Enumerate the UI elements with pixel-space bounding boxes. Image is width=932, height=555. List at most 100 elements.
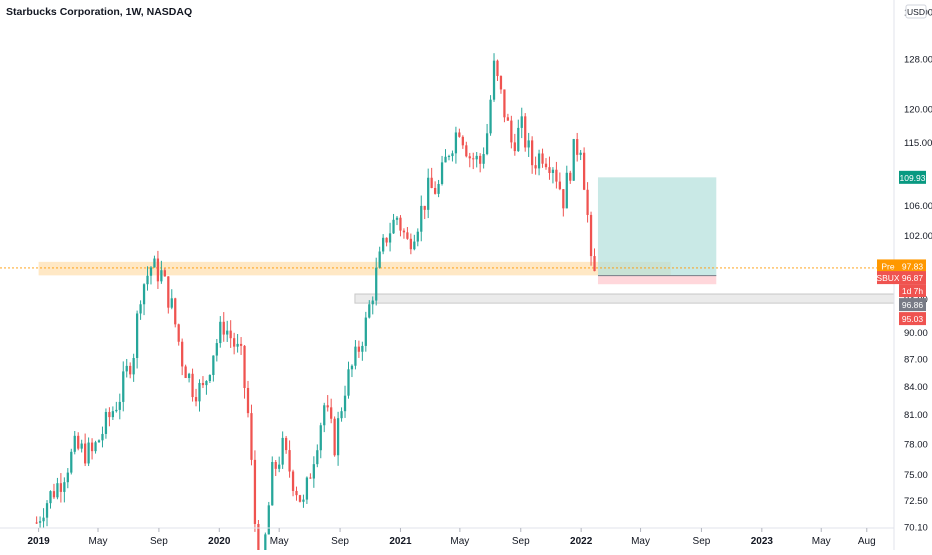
candle [354,340,357,370]
candle [340,407,343,422]
candle-body [167,276,170,308]
candle [187,372,191,383]
candle [205,380,208,395]
candle [191,368,194,402]
candle-body [489,99,492,134]
candle [42,508,45,528]
candle [135,310,139,369]
candle-body [364,317,367,346]
candle-body [576,139,579,155]
candle [309,473,312,479]
candle [416,228,419,247]
candle [153,255,156,268]
candle-body [278,464,281,469]
candle [489,95,492,136]
candle-body [108,411,111,418]
candle-body [461,136,464,146]
candle-body [375,267,378,301]
candle-body [274,462,277,469]
candle [226,320,229,342]
candle [479,153,482,173]
candle-body [347,369,350,396]
candle-body [101,433,104,441]
candle-body [465,145,468,157]
y-tick-label: 70.10 [904,522,928,533]
candle [323,402,326,433]
candle [492,53,496,102]
candle [413,234,416,251]
candle [496,59,499,81]
candle [312,456,315,488]
candle-body [170,298,173,308]
candle-body [472,158,475,160]
candle [576,132,579,162]
candles-layer [35,53,596,555]
candle-body [226,330,229,335]
candle [122,361,125,412]
candle-body [298,495,302,502]
x-tick-label: Sep [331,536,349,547]
currency-label: USD [907,7,925,17]
candle-body [253,459,257,524]
candle-body [420,205,423,232]
candle [45,500,49,527]
candle [375,257,378,306]
y-tick-label: 120.00 [904,105,932,116]
candle-body [122,371,125,402]
candle-body [177,324,180,342]
candle-body [125,365,128,372]
candle-body [174,298,177,325]
candle [132,353,135,382]
candle-body [513,142,516,152]
candle [97,439,101,443]
candle-body [454,132,458,154]
candle [499,75,503,94]
candle-body [433,187,437,194]
pre-market-badge-label: Pre [881,261,895,271]
candle-body [281,437,284,465]
candle-body [309,477,312,479]
pre-market-badge-label-bg [877,259,899,273]
candle-body [468,156,471,159]
candle [66,468,69,489]
candle-body [340,411,343,419]
candle [427,168,430,219]
candle [236,334,239,353]
candle-body [49,491,52,504]
candle [423,205,426,220]
candle [420,195,423,242]
candle [558,172,561,191]
candle-body [229,330,232,339]
candle [174,297,177,328]
candle [589,211,593,266]
candle [347,361,350,399]
candle-body [496,60,499,77]
candle [291,469,295,497]
candle-body [572,139,575,181]
candle [357,340,361,358]
currency-box[interactable] [905,4,927,19]
candle [527,132,530,157]
candle-body [233,338,236,347]
candle [56,477,59,500]
candle [402,228,406,239]
candle [115,401,118,413]
candle [541,148,544,168]
candle [475,151,478,168]
y-tick-label: 72.50 [904,496,928,507]
candle [35,516,38,524]
x-tick-label: Aug [858,536,876,547]
candle-body [291,471,295,491]
candle-body [440,162,444,184]
candle-body [350,365,354,370]
candle [485,123,489,156]
candle [385,237,388,247]
x-tick-label: Sep [693,536,711,547]
candle-body [115,409,118,412]
candle-body [267,505,270,535]
candle [399,215,402,237]
candle-body [194,397,198,402]
candle [177,323,180,346]
